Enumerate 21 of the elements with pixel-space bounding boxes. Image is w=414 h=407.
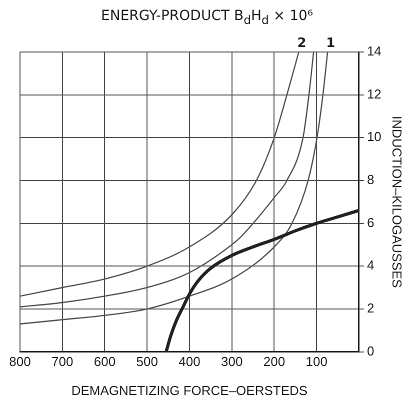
y-tick-label: 12 <box>366 86 382 102</box>
y-tick-label: 10 <box>366 129 382 144</box>
y-tick-label: 6 <box>366 214 374 230</box>
x-tick-label: 500 <box>136 354 158 370</box>
x-tick-label: 300 <box>220 354 243 370</box>
y-tick-label: 4 <box>366 258 374 273</box>
y-tick-label: 8 <box>366 172 374 188</box>
x-axis-title: DEMAGNETIZING FORCE–OERSTEDS <box>71 382 308 398</box>
x-tick-label: 600 <box>94 354 116 370</box>
series-label: 1 <box>326 36 336 51</box>
chart-title: ENERGY-PRODUCT B$_{d}$H$_{d}$ × 10⁶ <box>100 8 314 27</box>
x-tick-label: 700 <box>52 354 74 370</box>
x-tick-label: 800 <box>9 354 31 370</box>
y-tick-label: 2 <box>366 300 374 316</box>
y-axis-title: INDUCTION–KILOGAUSSES <box>390 116 405 288</box>
series-label: 2 <box>297 36 306 51</box>
y-tick-label: 14 <box>366 44 382 59</box>
x-tick-label: 100 <box>306 354 328 370</box>
y-tick-label: 0 <box>366 343 374 358</box>
x-tick-label: 200 <box>263 354 286 370</box>
x-tick-label: 400 <box>178 354 200 370</box>
